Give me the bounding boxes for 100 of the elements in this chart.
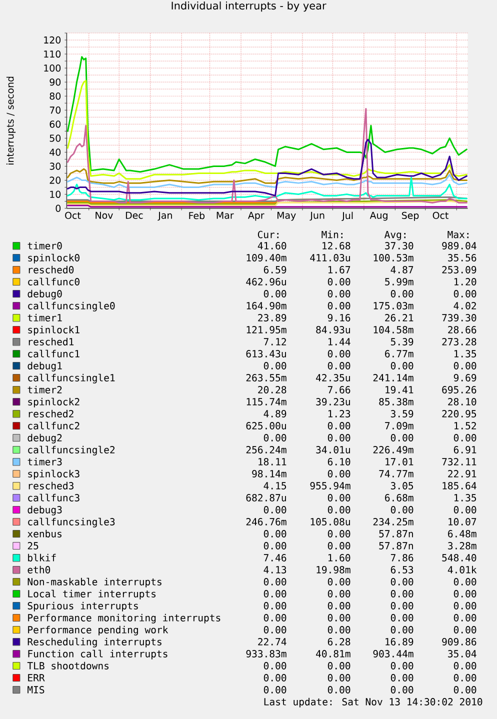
text: 3.28m (448, 542, 476, 550)
text: 1.44 (328, 338, 350, 346)
text: 185.64 (442, 482, 476, 490)
text: 6.53 (390, 566, 414, 574)
text: 0.00 (454, 362, 476, 370)
text: 4.87 (390, 266, 414, 274)
text: 0.00 (328, 602, 350, 610)
text: 0.00 (390, 362, 414, 370)
text: 0.00 (390, 290, 414, 298)
text: 0.00 (264, 590, 286, 598)
text: 4.02 (454, 302, 476, 310)
legend-label: callfuncsingle2 (28, 446, 115, 456)
text: 0.00 (264, 542, 286, 550)
text: 121.95m (246, 326, 286, 334)
legend-label: debug3 (28, 506, 62, 516)
x-tick-label: Oct (432, 212, 448, 219)
text: 234.25m (373, 518, 414, 526)
text: 6.91 (454, 446, 476, 454)
text: 0.00 (328, 494, 350, 502)
text: 0.00 (454, 578, 476, 586)
legend-label: Performance monitoring interrupts (28, 614, 220, 624)
text: 1.35 (454, 494, 476, 502)
text: 682.87u (246, 494, 286, 502)
text: 34.01u (316, 446, 350, 454)
x-tick-label: May (277, 212, 296, 221)
text: 0.00 (264, 614, 286, 622)
legend-label: resched1 (28, 338, 74, 346)
legend-label: blkif (28, 554, 56, 562)
text: 6.68m (385, 494, 414, 502)
y-tick-label: 0 (56, 204, 61, 212)
text: 263.55m (246, 374, 286, 382)
text: 0.00 (264, 602, 286, 610)
text: 9.69 (454, 374, 476, 382)
text: 4.89 (264, 410, 286, 418)
x-tick-label: Oct (65, 212, 81, 219)
text: 241.14m (373, 374, 414, 382)
text: 0.00 (390, 614, 414, 622)
text: 22.91 (448, 470, 476, 478)
text: 0.00 (264, 434, 286, 442)
text: 0.00 (454, 506, 476, 514)
legend-label: resched3 (28, 482, 74, 490)
text: 18.11 (258, 458, 286, 466)
legend-label: timer0 (28, 242, 62, 250)
legend-label: Non-maskable interrupts (28, 578, 162, 588)
text: 0.00 (328, 614, 350, 622)
text: 4.13 (264, 566, 286, 574)
text: 85.38m (379, 398, 414, 406)
text: 175.03m (374, 302, 414, 310)
y-tick-label: 30 (50, 162, 61, 170)
x-tick-label: Nov (96, 212, 113, 219)
text: 0.00 (264, 290, 286, 298)
legend-label: debug2 (28, 434, 62, 444)
text: 3.05 (390, 482, 414, 490)
text: 0.00 (264, 578, 286, 586)
text: Last update: Sat Nov 13 14:30:02 2010 (264, 698, 482, 708)
legend-label: Spurious interrupts (28, 602, 138, 612)
text: 909.86 (442, 638, 476, 646)
text: 3.59 (390, 410, 414, 418)
text: 739.30 (442, 314, 476, 322)
text: 4.01k (448, 566, 477, 574)
text: 57.87n (379, 530, 413, 538)
text: 0.00 (328, 626, 350, 634)
text: 4.15 (264, 482, 286, 490)
text: 0.00 (264, 686, 286, 694)
text: 0.00 (328, 590, 350, 598)
text: 0.00 (328, 506, 350, 514)
text: 7.46 (264, 554, 286, 562)
text: 0.00 (390, 626, 414, 634)
legend-label: callfuncsingle0 (28, 302, 115, 312)
text: 1.60 (328, 554, 350, 562)
text: 7.09m (385, 422, 414, 430)
text: 100.53m (374, 254, 414, 262)
text: 0.00 (328, 578, 350, 586)
legend-label: TLB shootdowns (27, 662, 108, 670)
legend-label: spinlock1 (28, 326, 80, 336)
text: 0.00 (328, 302, 350, 310)
text: 0.00 (390, 662, 414, 670)
y-tick-label: 60 (50, 120, 61, 128)
text: 0.00 (328, 542, 350, 550)
text: 0.00 (264, 674, 286, 682)
text: 0.00 (390, 434, 414, 442)
text: 462.96u (246, 278, 286, 286)
text: 9.16 (328, 314, 350, 322)
text: Avg: (384, 230, 406, 240)
text: 0.00 (264, 626, 286, 634)
y-tick-label: 90 (50, 78, 61, 86)
text: 5.39 (390, 338, 414, 346)
legend-label: callfuncsingle3 (28, 518, 115, 528)
legend-label: spinlock0 (28, 254, 80, 264)
text: 0.00 (328, 470, 350, 478)
text: 0.00 (328, 662, 350, 670)
legend-label: callfunc1 (28, 350, 80, 358)
text: 19.41 (386, 386, 414, 394)
text: 732.11 (442, 458, 476, 466)
text: 17.01 (386, 458, 414, 466)
text: 22.74 (258, 638, 286, 646)
legend-label: resched0 (28, 266, 74, 274)
legend-label: Local timer interrupts (28, 590, 156, 600)
text: 84.93u (316, 326, 350, 334)
text: 0.00 (328, 290, 350, 298)
